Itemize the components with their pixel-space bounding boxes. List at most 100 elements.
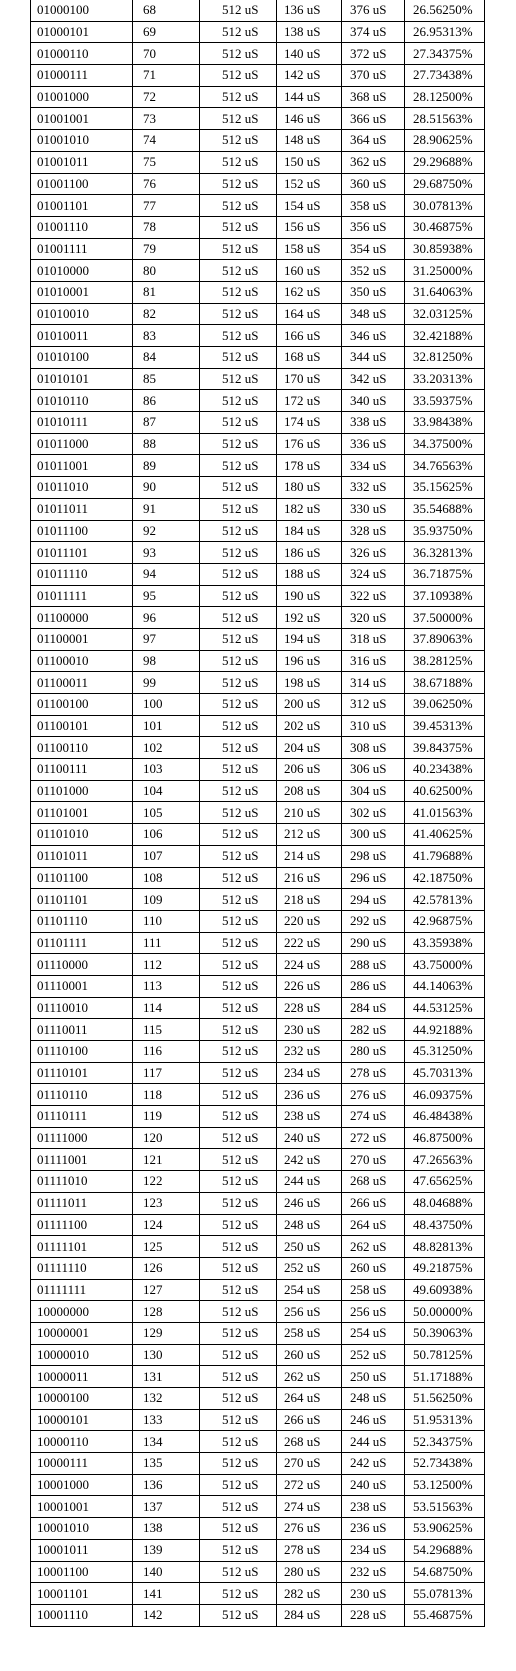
duty-cycle-cell: 53.12500% [404, 1473, 485, 1497]
binary-value-cell: 01110111 [30, 1105, 133, 1128]
decimal-value-cell: 124 [132, 1213, 200, 1237]
low-time-cell: 276 uS [341, 1083, 405, 1107]
decimal-value-cell: 118 [132, 1083, 200, 1107]
low-time-cell: 286 uS [341, 974, 405, 998]
duty-cycle-cell: 27.34375% [404, 42, 485, 66]
table-row: 01001010 74 512 uS 148 uS 364 uS 28.90625% [30, 129, 485, 152]
table-row: 01001101 77 512 uS 154 uS 358 uS 30.07813% [30, 194, 485, 217]
low-time-cell: 330 uS [341, 497, 405, 521]
high-time-cell: 220 uS [276, 909, 342, 933]
binary-value-cell: 01001001 [30, 107, 133, 131]
table-row: 01111110 126 512 uS 252 uS 260 uS 49.21875% [30, 1256, 485, 1280]
duty-cycle-cell: 41.40625% [404, 823, 485, 846]
period-cell: 512 uS [199, 866, 277, 890]
table-row: 01010111 87 512 uS 174 uS 338 uS 33.98438% [30, 411, 485, 434]
high-time-cell: 248 uS [276, 1213, 342, 1237]
high-time-cell: 232 uS [276, 1040, 342, 1063]
high-time-cell: 250 uS [276, 1235, 342, 1258]
decimal-value-cell: 95 [132, 584, 200, 608]
period-cell: 512 uS [199, 519, 277, 543]
period-cell: 512 uS [199, 1256, 277, 1280]
binary-value-cell: 10001101 [30, 1582, 133, 1605]
decimal-value-cell: 80 [132, 259, 200, 282]
duty-cycle-cell: 40.23438% [404, 758, 485, 781]
high-time-cell: 178 uS [276, 454, 342, 478]
table-row: 10001100 140 512 uS 280 uS 232 uS 54.68750% [30, 1560, 485, 1584]
table-row: 01110011 115 512 uS 230 uS 282 uS 44.92188% [30, 1018, 485, 1041]
table-row: 01110101 117 512 uS 234 uS 278 uS 45.70313% [30, 1061, 485, 1085]
high-time-cell: 138 uS [276, 20, 342, 44]
decimal-value-cell: 109 [132, 888, 200, 911]
table-row: 01110000 112 512 uS 224 uS 288 uS 43.75000% [30, 953, 485, 976]
period-cell: 512 uS [199, 562, 277, 586]
low-time-cell: 336 uS [341, 432, 405, 456]
period-cell: 512 uS [199, 974, 277, 998]
binary-value-cell: 01100100 [30, 693, 133, 716]
period-cell: 512 uS [199, 280, 277, 304]
period-cell: 512 uS [199, 1040, 277, 1063]
period-cell: 512 uS [199, 693, 277, 716]
low-time-cell: 346 uS [341, 324, 405, 347]
duty-cycle-cell: 53.51563% [404, 1495, 485, 1519]
high-time-cell: 204 uS [276, 736, 342, 760]
low-time-cell: 366 uS [341, 107, 405, 131]
duty-cycle-cell: 51.95313% [404, 1408, 485, 1432]
duty-cycle-cell: 53.90625% [404, 1517, 485, 1540]
binary-value-cell: 01100111 [30, 758, 133, 781]
binary-value-cell: 01001000 [30, 85, 133, 109]
high-time-cell: 258 uS [276, 1321, 342, 1345]
low-time-cell: 342 uS [341, 367, 405, 391]
binary-value-cell: 01001111 [30, 237, 133, 261]
table-row: 10000111 135 512 uS 270 uS 242 uS 52.73438% [30, 1452, 485, 1475]
decimal-value-cell: 94 [132, 562, 200, 586]
decimal-value-cell: 96 [132, 606, 200, 629]
period-cell: 512 uS [199, 779, 277, 803]
low-time-cell: 280 uS [341, 1040, 405, 1063]
duty-cycle-cell: 55.07813% [404, 1582, 485, 1605]
table-row: 01111100 124 512 uS 248 uS 264 uS 48.43750% [30, 1213, 485, 1237]
binary-value-cell: 01010111 [30, 411, 133, 434]
decimal-value-cell: 76 [132, 172, 200, 196]
table-row: 01001000 72 512 uS 144 uS 368 uS 28.12500% [30, 85, 485, 109]
period-cell: 512 uS [199, 1148, 277, 1172]
period-cell: 512 uS [199, 215, 277, 239]
duty-cycle-cell: 39.84375% [404, 736, 485, 760]
duty-cycle-cell: 36.71875% [404, 562, 485, 586]
table-row: 10001110 142 512 uS 284 uS 228 uS 55.46875% [30, 1603, 485, 1627]
duty-cycle-cell: 46.48438% [404, 1105, 485, 1128]
binary-value-cell: 10001110 [30, 1603, 133, 1627]
high-time-cell: 200 uS [276, 693, 342, 716]
duty-cycle-cell: 35.93750% [404, 519, 485, 543]
table-row: 01110001 113 512 uS 226 uS 286 uS 44.14063% [30, 974, 485, 998]
table-row: 01011000 88 512 uS 176 uS 336 uS 34.37500% [30, 432, 485, 456]
period-cell: 512 uS [199, 194, 277, 217]
binary-value-cell: 01111110 [30, 1256, 133, 1280]
low-time-cell: 334 uS [341, 454, 405, 478]
decimal-value-cell: 128 [132, 1300, 200, 1323]
decimal-value-cell: 137 [132, 1495, 200, 1519]
high-time-cell: 164 uS [276, 302, 342, 326]
binary-value-cell: 01100000 [30, 606, 133, 629]
decimal-value-cell: 141 [132, 1582, 200, 1605]
table-row: 01100100 100 512 uS 200 uS 312 uS 39.06250% [30, 693, 485, 716]
duty-cycle-cell: 28.12500% [404, 85, 485, 109]
binary-value-cell: 01111010 [30, 1170, 133, 1193]
table-row: 01110110 118 512 uS 236 uS 276 uS 46.09375% [30, 1083, 485, 1107]
duty-cycle-cell: 43.35938% [404, 931, 485, 955]
binary-value-cell: 01010110 [30, 389, 133, 413]
binary-value-cell: 01101000 [30, 779, 133, 803]
low-time-cell: 278 uS [341, 1061, 405, 1085]
binary-value-cell: 10000110 [30, 1430, 133, 1454]
decimal-value-cell: 88 [132, 432, 200, 456]
period-cell: 512 uS [199, 649, 277, 673]
low-time-cell: 248 uS [341, 1387, 405, 1410]
low-time-cell: 256 uS [341, 1300, 405, 1323]
period-cell: 512 uS [199, 129, 277, 152]
decimal-value-cell: 89 [132, 454, 200, 478]
period-cell: 512 uS [199, 1408, 277, 1432]
low-time-cell: 324 uS [341, 562, 405, 586]
low-time-cell: 274 uS [341, 1105, 405, 1128]
duty-cycle-cell: 49.60938% [404, 1278, 485, 1302]
decimal-value-cell: 134 [132, 1430, 200, 1454]
binary-value-cell: 01101111 [30, 931, 133, 955]
